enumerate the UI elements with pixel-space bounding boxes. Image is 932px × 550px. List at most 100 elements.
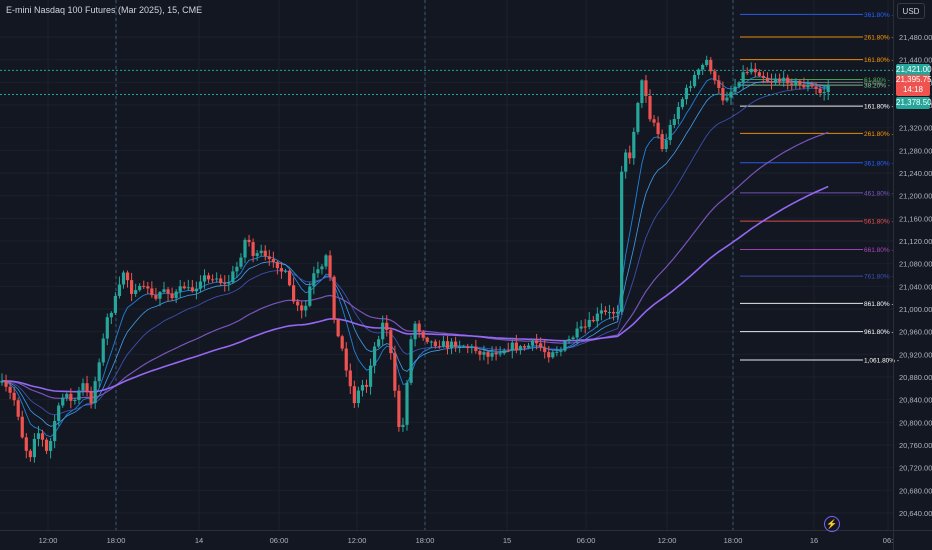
candle-body (73, 399, 77, 401)
candle-body (279, 268, 284, 272)
candle-body (198, 281, 203, 289)
candle-body (692, 74, 697, 87)
fib-lower-label: 661.80% - (864, 247, 894, 254)
fib-lower-label: 261.80% - (864, 131, 894, 138)
candle-body (405, 382, 409, 425)
x-tick-label: 15 (503, 536, 511, 545)
fib-upper-label: 0.00% - (864, 80, 886, 87)
candle-body (182, 286, 186, 289)
candle-body (765, 77, 770, 82)
candle-body (113, 295, 117, 313)
x-tick-label: 18:00 (107, 536, 126, 545)
candle-body (117, 284, 122, 296)
candle-body (85, 383, 89, 393)
candle-body (611, 311, 616, 314)
fib-lower-label: 861.80% - (864, 301, 894, 308)
time-axis[interactable]: 12:00 18:00 14 06:00 12:00 18:00 15 06:00 12:00 1… (0, 530, 932, 546)
candle-body (587, 319, 591, 327)
candle-body (506, 350, 510, 352)
y-tick-label: 21,000.00 (899, 305, 932, 314)
candle-body (806, 84, 810, 88)
candle-body (826, 85, 830, 93)
candle-body (676, 107, 680, 119)
candle-body (93, 381, 97, 404)
candle-body (271, 259, 275, 262)
candle-body (543, 347, 547, 353)
candle-body (97, 362, 101, 382)
candle-body (745, 72, 749, 74)
candle-body (773, 78, 778, 83)
candle-body (429, 341, 433, 343)
x-tick-label: 14 (195, 536, 203, 545)
candle-body (449, 341, 454, 349)
candle-body (89, 392, 93, 404)
x-tick-label: 12:00 (658, 536, 677, 545)
candle-body (737, 82, 741, 87)
candle-body (316, 269, 320, 274)
candle-body (109, 312, 113, 318)
candle-body (599, 310, 603, 314)
candle-body (802, 84, 806, 88)
moving-averages (1, 76, 829, 438)
candle-body (12, 392, 16, 401)
candle-body (413, 323, 417, 340)
candle-body (616, 311, 620, 314)
candle-body (620, 171, 624, 312)
candle-body (753, 68, 757, 73)
fib-extension-levels: 361.80% - 261.80% - 161.80% - 61.80% -0.00%… (740, 12, 899, 365)
candle-body (530, 340, 535, 346)
candle-body (344, 348, 348, 371)
candle-body (494, 352, 498, 355)
y-tick-label: 21,160.00 (899, 214, 932, 223)
y-tick-label: 20,760.00 (899, 441, 932, 450)
candle-body (749, 68, 753, 73)
candle-body (425, 337, 429, 342)
candle-body (684, 87, 689, 100)
candle-body (441, 341, 446, 347)
moving-average-line (1, 80, 829, 427)
candle-body (130, 280, 134, 294)
candle-body (385, 322, 389, 331)
fib-lower-label: 961.80% - (864, 329, 894, 336)
bar-countdown: 14:18 (902, 84, 924, 94)
candle-body (202, 275, 207, 282)
x-tick-label: 06:00 (577, 536, 596, 545)
candle-body (664, 140, 668, 149)
fib-lower-label: 1,061.80% - (864, 358, 899, 365)
candle-body (688, 86, 693, 88)
lightning-icon[interactable]: ⚡ (824, 516, 840, 532)
candle-body (790, 83, 794, 85)
candle-body (259, 250, 263, 254)
currency-button[interactable]: USD (897, 3, 925, 19)
candle-body (105, 317, 109, 339)
candle-body (360, 384, 365, 391)
candle-body (393, 353, 397, 391)
last-price: 21,395.75 (896, 74, 932, 84)
price-axis[interactable]: 21,480.0021,440.0021,400.0021,360.0021,3… (893, 0, 932, 550)
symbol-title[interactable]: E-mini Nasdaq 100 Futures (Mar 2025), 15… (6, 5, 203, 15)
fib-lower-label: 761.80% - (864, 274, 894, 281)
candle-body (292, 285, 296, 302)
candle-body (571, 337, 575, 340)
candle-body (223, 283, 227, 285)
y-tick-label: 20,840.00 (899, 396, 932, 405)
candle-body (389, 330, 393, 354)
candle-body (121, 272, 126, 285)
candle-body (490, 352, 494, 357)
candle-body (482, 352, 486, 355)
candle-body (680, 99, 684, 108)
candle-body (142, 285, 146, 287)
session-breaks (115, 0, 734, 530)
candle-body (583, 326, 587, 328)
candle-body (555, 351, 559, 353)
candle-body (20, 416, 24, 438)
candlesticks (0, 55, 830, 463)
candle-body (40, 433, 45, 440)
candle-body (328, 255, 332, 277)
candle-body (458, 346, 462, 348)
candle-body (640, 80, 644, 104)
candle-body (0, 380, 4, 383)
candle-body (470, 346, 474, 349)
candle-body (44, 439, 49, 451)
